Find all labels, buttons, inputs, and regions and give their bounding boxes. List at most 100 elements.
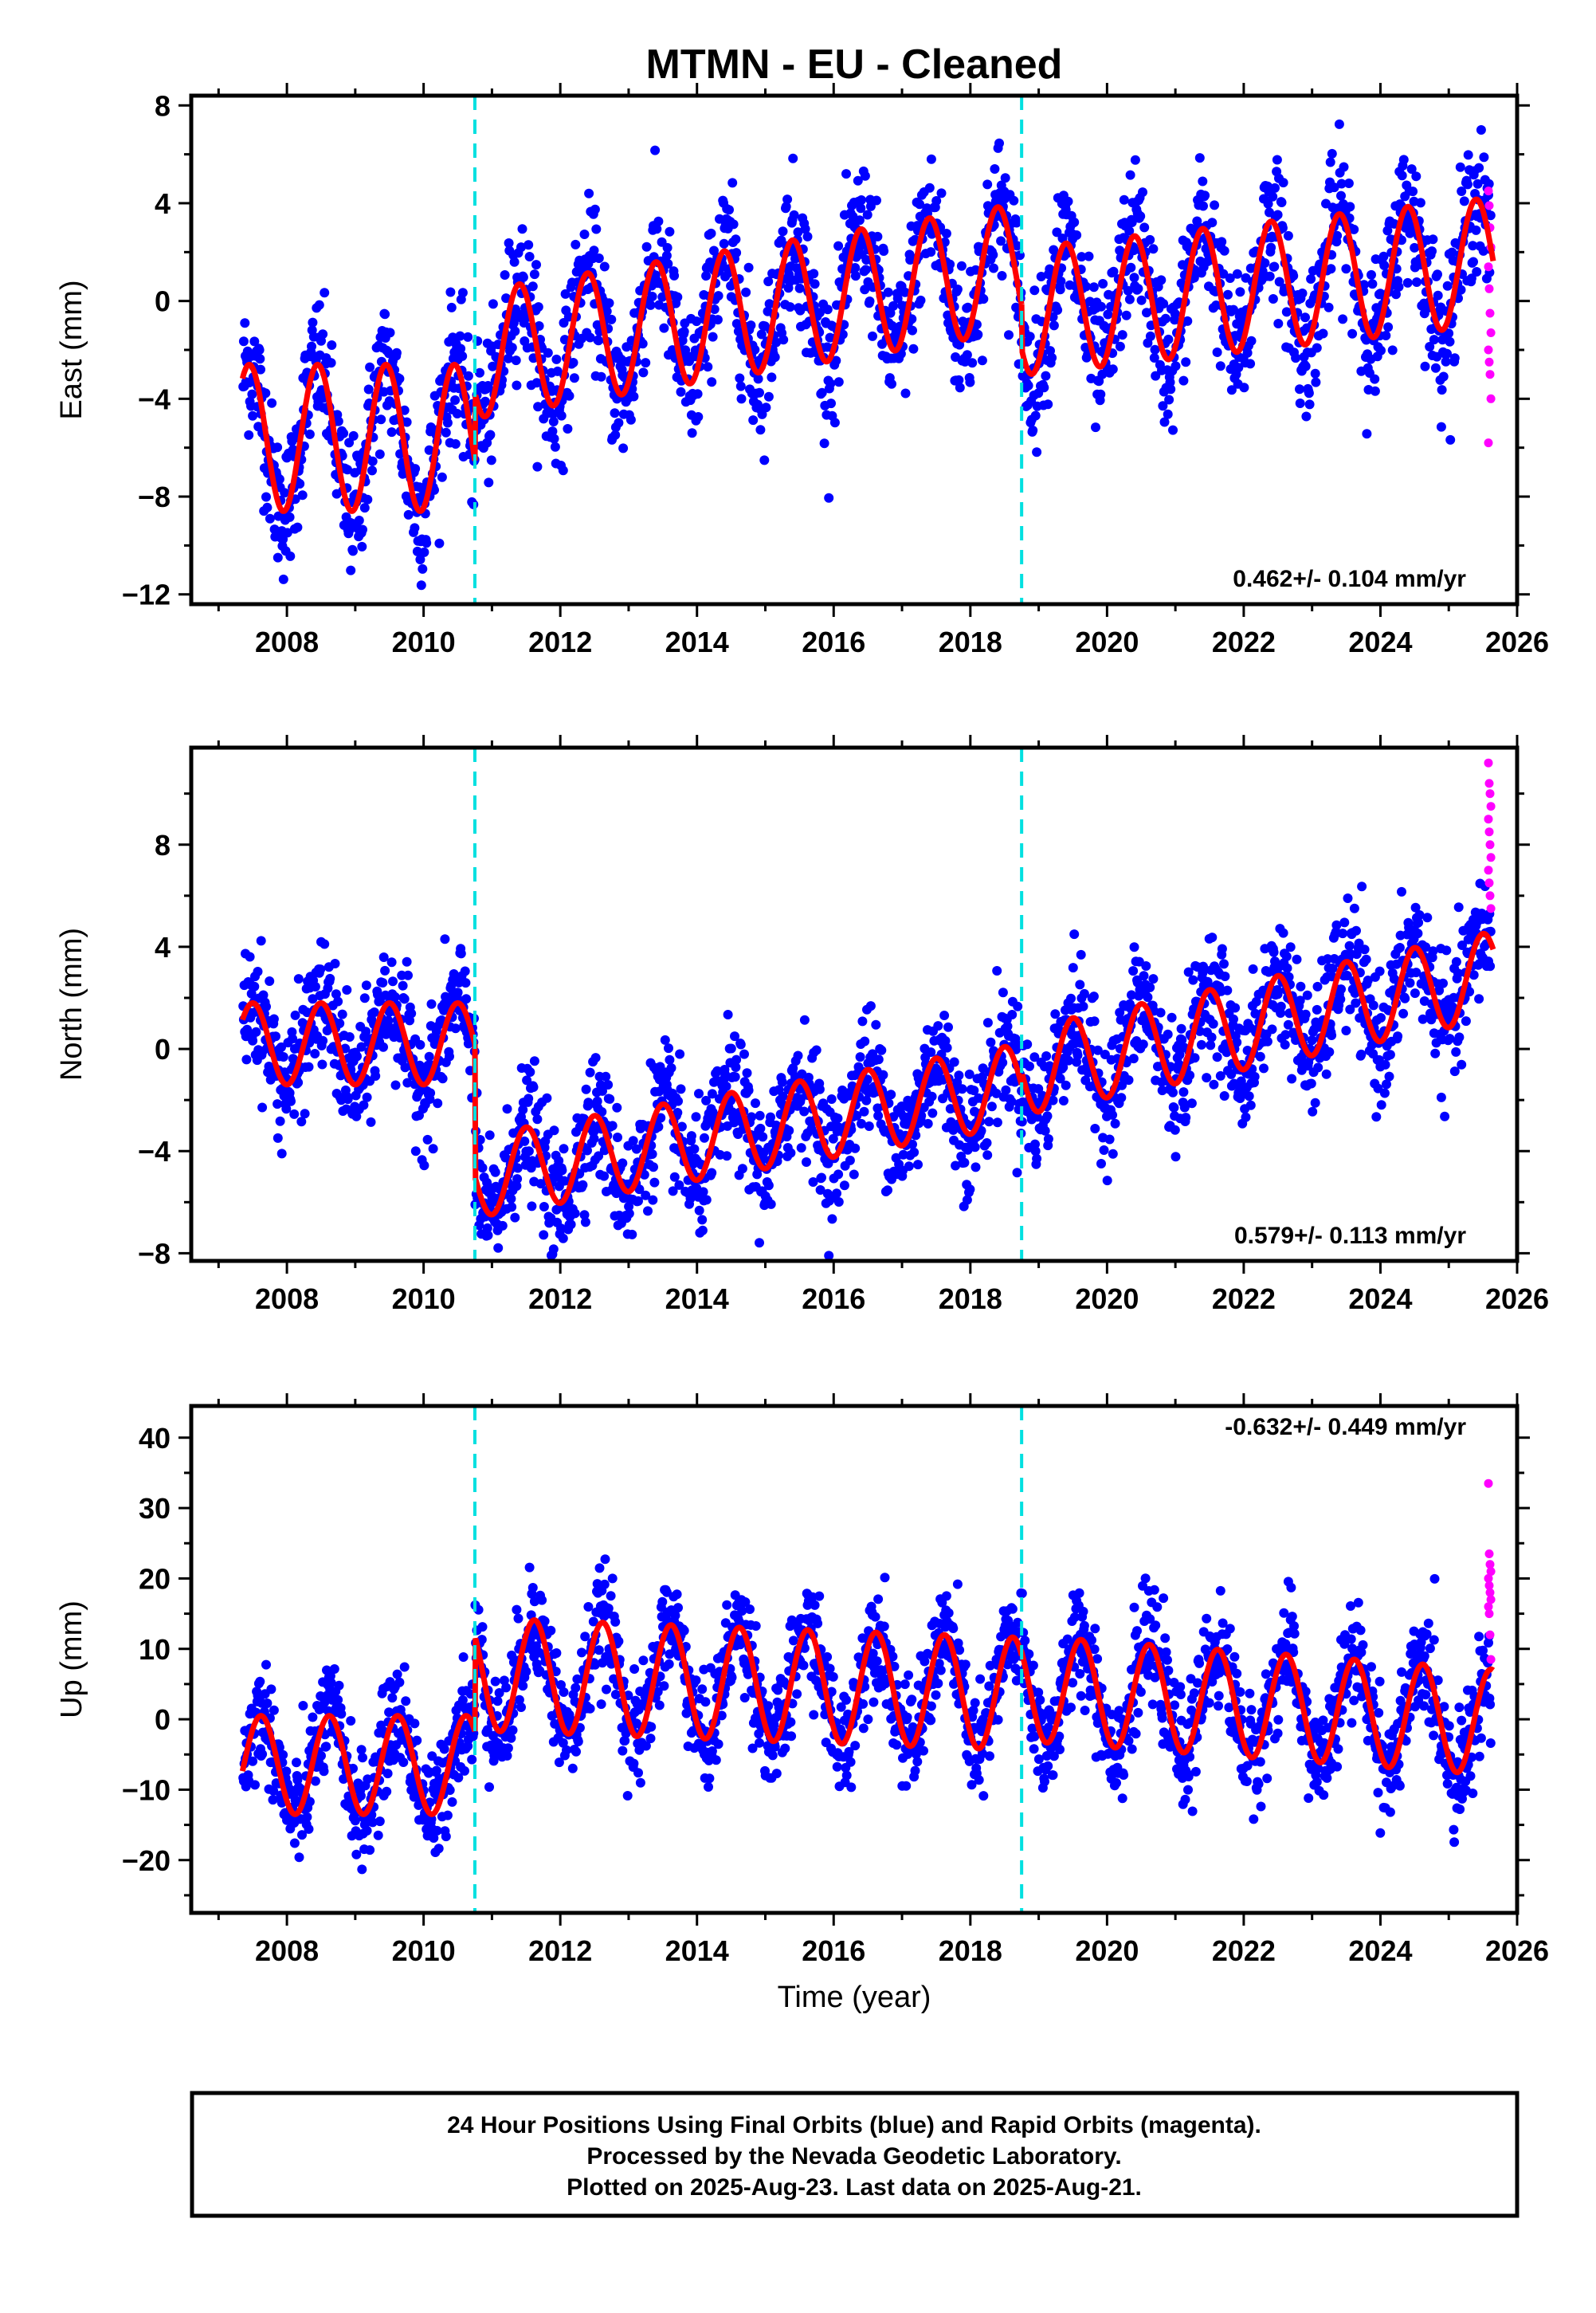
data-point (1057, 234, 1068, 243)
data-point (1371, 1112, 1382, 1122)
data-point (1379, 261, 1390, 270)
data-point (1326, 264, 1336, 274)
data-point (581, 1084, 591, 1094)
data-point (1449, 353, 1460, 363)
data-point (984, 1117, 994, 1127)
data-point (1272, 210, 1283, 220)
rapid-point (1485, 789, 1495, 799)
data-point (1000, 173, 1010, 183)
data-point (1276, 198, 1287, 207)
data-point (1117, 1080, 1127, 1090)
data-point (1186, 1098, 1197, 1109)
data-point (589, 1133, 599, 1144)
data-point (584, 188, 594, 198)
data-point (643, 1206, 653, 1216)
data-point (865, 1001, 876, 1011)
data-point (362, 1092, 372, 1102)
data-point (333, 1694, 343, 1705)
data-point (551, 354, 562, 364)
data-point (923, 1118, 933, 1129)
data-point (750, 344, 760, 355)
data-point (1136, 295, 1147, 305)
data-point (1363, 976, 1373, 985)
data-point (692, 316, 702, 327)
data-point (1104, 1134, 1115, 1145)
data-point (584, 1099, 594, 1109)
data-point (998, 1058, 1008, 1068)
data-point (1164, 395, 1174, 405)
data-point (747, 1112, 757, 1122)
data-point (1012, 241, 1022, 251)
x-tick-label: 2024 (1348, 1282, 1412, 1315)
data-point (437, 1074, 448, 1084)
data-point (810, 279, 820, 289)
data-point (346, 1716, 356, 1726)
data-point (887, 379, 896, 389)
data-point (1301, 411, 1312, 422)
data-point (580, 1217, 590, 1227)
data-point (872, 195, 881, 206)
data-point (1171, 361, 1181, 371)
data-point (1160, 313, 1171, 324)
data-point (1148, 244, 1159, 254)
data-point (1269, 947, 1279, 957)
data-point (1194, 153, 1205, 163)
data-point (1445, 434, 1456, 445)
data-point (992, 966, 1002, 976)
data-point (936, 188, 947, 198)
data-point (296, 1117, 307, 1127)
data-point (676, 1121, 687, 1132)
data-point (748, 415, 759, 426)
data-point (1165, 377, 1175, 387)
data-point (1304, 388, 1314, 399)
data-point (1030, 1146, 1041, 1156)
chart-title: MTMN - EU - Cleaned (646, 41, 1063, 88)
data-point (265, 976, 275, 986)
data-point (691, 1112, 701, 1122)
data-point (490, 1167, 500, 1177)
data-point (1159, 299, 1169, 309)
data-point (604, 298, 614, 308)
data-point (310, 1776, 320, 1786)
data-point (633, 1196, 643, 1206)
data-point (297, 1830, 307, 1840)
data-point (1296, 981, 1306, 992)
data-point (1108, 1109, 1118, 1120)
x-tick-label: 2020 (1075, 626, 1139, 658)
data-point (857, 195, 866, 205)
data-point (735, 1039, 746, 1050)
data-point (308, 994, 318, 1004)
data-point (354, 516, 364, 525)
data-point (861, 1095, 872, 1105)
data-point (1178, 1087, 1189, 1098)
data-point (793, 1050, 803, 1061)
data-point (1335, 994, 1346, 1004)
data-point (1278, 928, 1288, 938)
data-point (664, 1043, 673, 1054)
data-point (1066, 993, 1076, 1003)
data-point (558, 465, 568, 476)
data-point (549, 1125, 559, 1136)
data-point (556, 1223, 566, 1234)
data-point (709, 304, 720, 314)
y-tick-label: −4 (138, 1135, 171, 1168)
data-point (1049, 320, 1059, 331)
model-curve (240, 999, 478, 1088)
data-point (510, 326, 520, 336)
data-point (1357, 882, 1367, 892)
data-point (316, 1750, 326, 1761)
data-point (1158, 401, 1168, 411)
data-point (1339, 917, 1350, 928)
data-point (687, 428, 697, 438)
data-point (1342, 971, 1352, 981)
data-point (1126, 262, 1136, 273)
data-point (592, 1096, 602, 1106)
data-point (290, 1010, 300, 1020)
data-point (1295, 399, 1305, 408)
data-point (605, 1094, 615, 1104)
data-point (865, 296, 875, 306)
data-point (1125, 170, 1135, 180)
data-point (1096, 301, 1106, 312)
data-point (781, 202, 791, 212)
data-point (1156, 275, 1167, 285)
